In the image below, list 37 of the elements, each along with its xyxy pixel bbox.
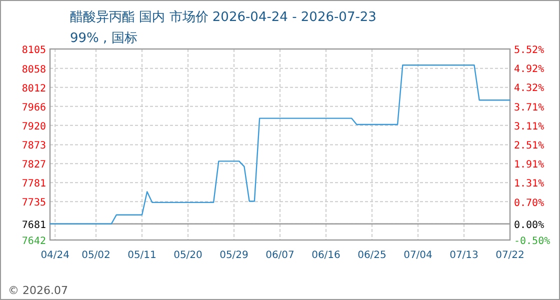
y2-tick-label: 1.31%	[514, 178, 544, 190]
y-tick-label: 7873	[22, 140, 46, 152]
x-tick-label: 07/13	[450, 250, 478, 261]
x-tick-label: 05/29	[220, 250, 248, 261]
chart-title: 醋酸异丙酯 国内 市场价 2026-04-24 - 2026-07-23	[70, 10, 376, 25]
y-tick-label: 7827	[22, 160, 46, 171]
x-tick-label: 07/22	[496, 250, 524, 261]
line-series	[49, 64, 511, 225]
x-tick-label: 06/07	[266, 250, 294, 261]
y-tick-label: 7781	[22, 178, 46, 190]
y2-tick-label: 1.91%	[514, 160, 544, 171]
y-tick-label: 7681	[22, 220, 46, 231]
y2-tick-label: 3.11%	[514, 121, 544, 132]
x-tick-label: 05/20	[174, 250, 202, 261]
y-tick-label: 8012	[22, 83, 46, 94]
y-tick-label: 7735	[22, 198, 46, 209]
x-tick-label: 04/24	[40, 250, 70, 261]
y2-tick-label: 0.00%	[514, 220, 544, 232]
text: © 2026.07	[8, 284, 68, 297]
y2-tick-label: 0.70%	[514, 198, 544, 209]
x-tick-label: 05/02	[82, 250, 110, 261]
y2-tick-label: 4.92%	[514, 64, 544, 76]
y2-tick-label: 2.51%	[514, 140, 544, 152]
y2-tick-label: 4.32%	[514, 83, 544, 94]
y-tick-label: 8105	[22, 45, 46, 56]
x-tick-label: 06/16	[312, 250, 340, 261]
y-tick-label: 8058	[22, 64, 46, 76]
chart-subtitle: 99% , 国标	[70, 31, 138, 46]
y2-tick-label: -0.50%	[514, 236, 550, 247]
y-tick-label: 7642	[22, 236, 46, 247]
x-tick-label: 07/04	[404, 250, 432, 261]
y2-tick-label: 3.71%	[514, 102, 544, 114]
y-tick-label: 7920	[22, 121, 46, 132]
y-tick-label: 7966	[22, 102, 46, 114]
y2-tick-label: 5.52%	[514, 45, 544, 56]
x-tick-label: 06/25	[358, 250, 386, 261]
x-tick-label: 05/11	[128, 250, 156, 261]
